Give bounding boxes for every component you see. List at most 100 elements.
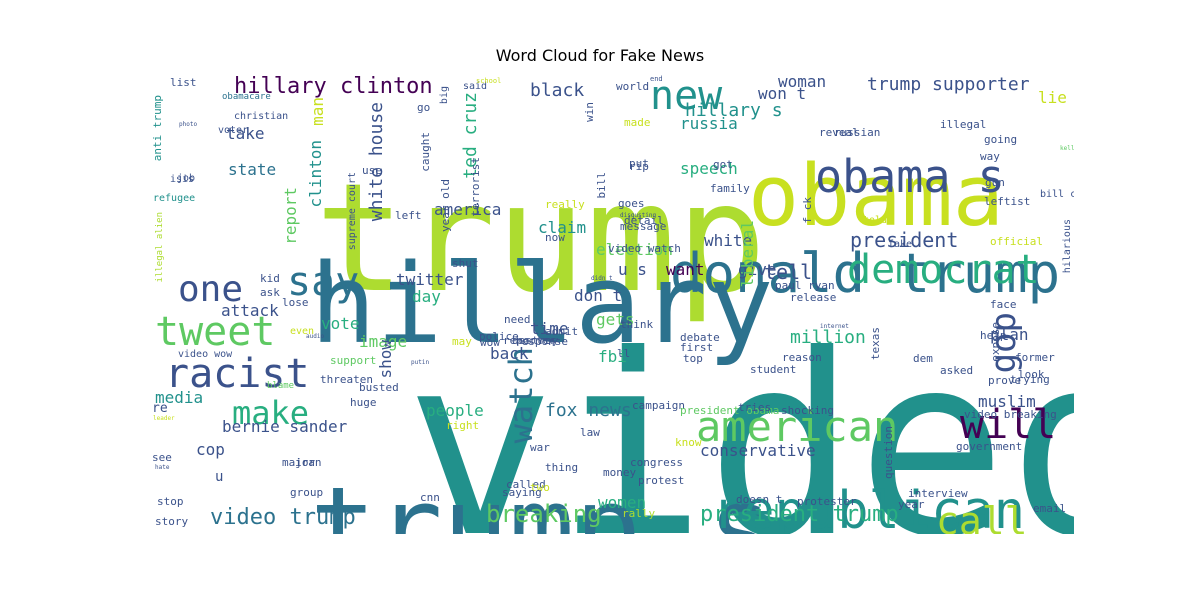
word: threaten (320, 373, 373, 386)
word: goes (618, 197, 645, 210)
word: blame (267, 381, 295, 391)
word: school (476, 77, 502, 85)
word: hillary s (685, 100, 783, 121)
word: major (282, 456, 316, 469)
word: put (629, 157, 649, 170)
word: gun (985, 176, 1005, 189)
word: even (290, 326, 315, 337)
word: go (417, 101, 431, 114)
word: anti trump (151, 95, 164, 162)
word: kellyanne conway (1060, 145, 1074, 152)
word: women (598, 493, 647, 512)
word: internet (820, 323, 849, 330)
word: expose (989, 322, 1002, 362)
word: million (790, 327, 866, 348)
word: white (704, 231, 753, 250)
word: man (308, 97, 327, 126)
word: ask (260, 286, 280, 299)
word: didn t (591, 275, 613, 282)
word: shut (452, 257, 479, 270)
word: fox news (545, 400, 632, 421)
word: doesn t (736, 493, 783, 506)
word: prove (988, 374, 1022, 387)
word: refugee (153, 193, 196, 204)
word: gets (596, 310, 635, 329)
word: called (506, 478, 546, 491)
word: black (530, 80, 585, 101)
word: american (696, 402, 899, 451)
word: lie (1038, 88, 1067, 107)
word: president (850, 228, 959, 252)
word: will (960, 402, 1057, 448)
word: story (155, 515, 189, 528)
word: speech (680, 159, 738, 178)
word: bill clinton (1040, 189, 1074, 200)
word: now (545, 231, 565, 244)
word: got (713, 158, 733, 171)
word: shocking (781, 404, 834, 417)
word: cop (196, 440, 225, 459)
word: new (650, 73, 723, 119)
word: trying (1010, 373, 1050, 386)
word: christian (234, 111, 289, 122)
word: hilarious (1062, 219, 1073, 274)
word: debate (680, 331, 720, 344)
word: terrorist (469, 157, 482, 217)
word: two (530, 481, 550, 494)
word: left (395, 209, 422, 222)
word: donald trump (670, 242, 1061, 305)
word: photo (179, 121, 198, 128)
word: video (405, 301, 1074, 535)
word: message (620, 220, 667, 233)
word: job (177, 173, 196, 184)
word: look (1018, 368, 1045, 381)
word: won t (758, 84, 807, 103)
word: obama (748, 147, 1004, 246)
word: student (750, 363, 797, 376)
word: woman (778, 72, 827, 91)
word: supreme court (347, 172, 358, 251)
word: want (666, 260, 705, 279)
word: destroy (512, 334, 559, 347)
word: thing (545, 461, 579, 474)
word: protester (797, 495, 857, 508)
word: time (530, 319, 569, 338)
word: law (580, 426, 600, 439)
word: top (683, 352, 703, 365)
word: vote (321, 314, 360, 333)
word: people (426, 401, 484, 420)
word: lose (282, 296, 309, 309)
word: former (1015, 351, 1055, 364)
word: group (290, 486, 324, 499)
word: video breaking (964, 408, 1057, 421)
word: trump s (310, 463, 774, 534)
word: clinton (306, 140, 325, 208)
word: report (281, 187, 300, 245)
word: government (956, 440, 1023, 453)
word: leader (153, 415, 175, 422)
word: list (170, 76, 197, 89)
word: year (898, 498, 925, 511)
word: first (680, 341, 714, 354)
word: going (984, 133, 1018, 146)
word: police (479, 330, 519, 343)
word: rip (629, 160, 649, 173)
word: u (215, 469, 224, 485)
word: white house (366, 102, 387, 222)
word: illegal alien (155, 212, 165, 283)
word: kid (260, 272, 280, 285)
word: know (675, 436, 702, 449)
word: say (287, 259, 360, 305)
word: bill (595, 172, 608, 199)
word: obama s (815, 150, 1005, 203)
word: tell (764, 260, 813, 284)
word: busted (359, 381, 399, 394)
word: tweet (155, 309, 276, 355)
word: day (412, 287, 441, 306)
word: may (452, 335, 472, 348)
word: said (463, 81, 488, 92)
word: reporter (503, 334, 556, 347)
word: conservative (700, 441, 816, 460)
word: muslim (978, 392, 1036, 411)
